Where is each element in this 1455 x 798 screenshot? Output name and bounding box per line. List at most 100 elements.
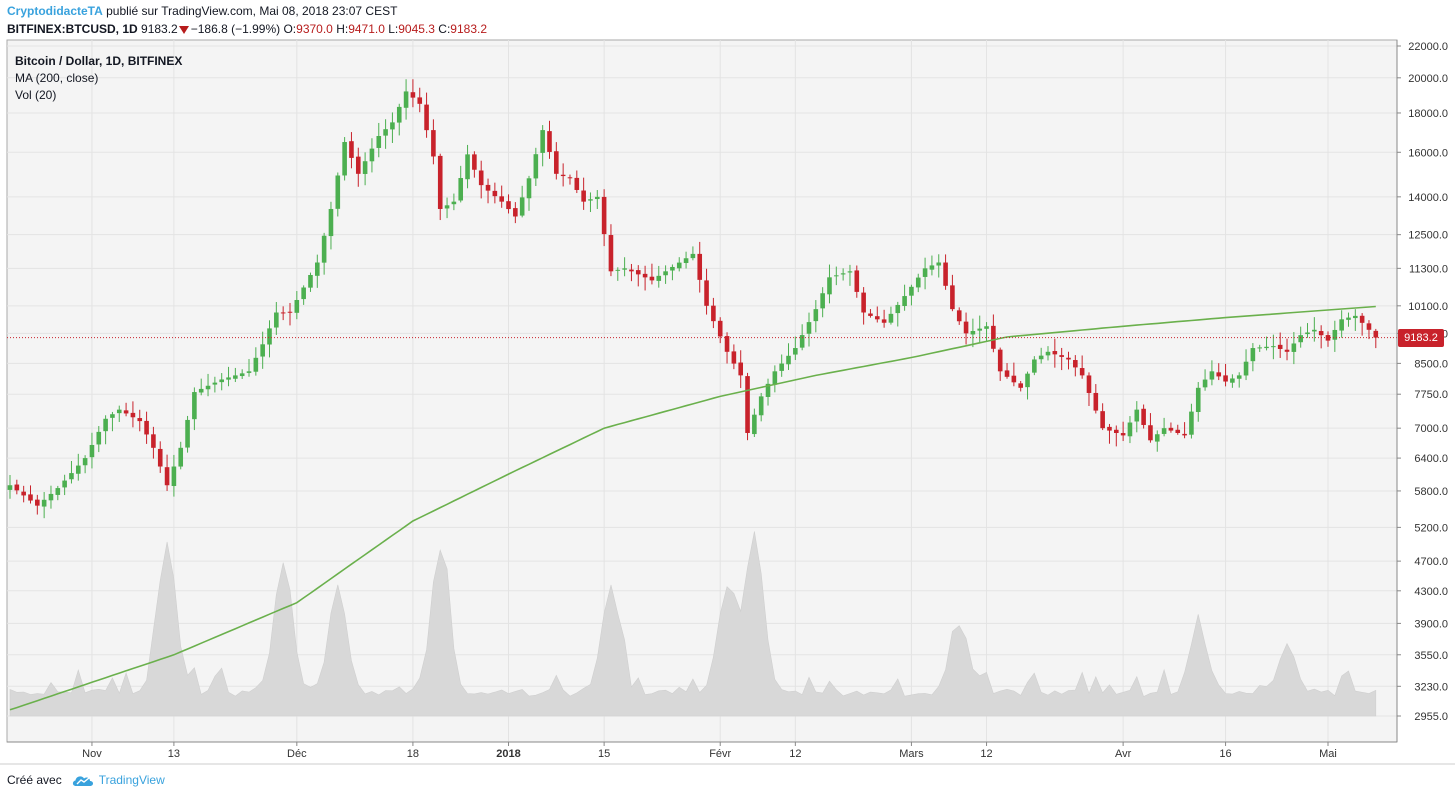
candle-body <box>110 414 115 418</box>
candle-body <box>260 344 265 357</box>
candle-body <box>574 177 580 190</box>
tradingview-brand-link[interactable]: TradingView <box>98 773 165 787</box>
price-tick-label: 7000.0 <box>1414 423 1448 435</box>
candle-body <box>280 312 286 314</box>
time-tick-label: Févr <box>709 748 731 760</box>
candle-body <box>724 336 730 352</box>
candle-body <box>1257 347 1263 349</box>
candle-body <box>1154 434 1160 442</box>
candle-body <box>1127 422 1133 437</box>
candle-body <box>144 420 149 435</box>
candle-body <box>963 321 969 334</box>
candle-body <box>116 409 122 414</box>
candle-body <box>615 269 621 271</box>
candle-body <box>1052 351 1058 355</box>
legend-vol[interactable]: Vol (20) <box>15 88 57 102</box>
candle-body <box>349 141 354 158</box>
candle-body <box>1373 330 1379 338</box>
price-tick-label: 12500.0 <box>1408 230 1448 242</box>
candle-body <box>1073 360 1078 368</box>
candle-body <box>437 155 443 209</box>
open-value: 9370.0 <box>296 22 333 36</box>
candle-body <box>1066 357 1071 360</box>
candle-body <box>581 190 586 202</box>
candle-body <box>335 175 341 209</box>
candle-body <box>1298 335 1303 343</box>
candle-body <box>1305 332 1310 335</box>
candle-body <box>970 330 976 335</box>
high-value: 9471.0 <box>348 22 385 36</box>
time-tick-label: Mai <box>1319 748 1337 760</box>
volume-shape <box>9 531 1377 717</box>
time-tick-label: 12 <box>980 748 992 760</box>
candle-body <box>840 273 846 275</box>
candle-body <box>1018 383 1023 388</box>
candle-body <box>246 371 252 373</box>
candle-body <box>915 277 921 288</box>
candle-body <box>424 104 429 131</box>
legend-ma[interactable]: MA (200, close) <box>15 71 99 85</box>
candle-body <box>48 493 54 501</box>
candle-body <box>779 363 784 371</box>
price-tick-label: 2955.0 <box>1414 711 1448 723</box>
price-tick-label: 3900.0 <box>1414 618 1448 630</box>
candle-body <box>1093 392 1099 411</box>
time-axis[interactable] <box>7 742 1397 764</box>
candle-body <box>1107 426 1112 431</box>
candle-body <box>267 328 272 345</box>
candle-body <box>642 273 648 278</box>
price-tick-label: 5800.0 <box>1414 486 1448 498</box>
candle-body <box>1291 343 1297 352</box>
candle-body <box>1209 371 1215 380</box>
volume-area <box>9 531 1377 717</box>
candle-body <box>1346 317 1351 320</box>
low-value: 9045.3 <box>398 22 435 36</box>
candle-body <box>506 201 511 210</box>
candle-body <box>103 418 108 432</box>
candle-body <box>827 277 832 295</box>
candle-body <box>478 170 484 186</box>
candle-body <box>540 130 545 153</box>
close-label: C: <box>438 22 451 36</box>
candle-body <box>834 275 839 277</box>
candle-body <box>690 253 696 259</box>
candle-body <box>772 371 778 385</box>
legend-title: Bitcoin / Dollar, 1D, BITFINEX <box>15 54 183 68</box>
candle-body <box>1011 375 1017 383</box>
candle-body <box>697 253 703 280</box>
chart-pane[interactable] <box>6 39 1398 743</box>
candle-body <box>881 319 887 323</box>
last-price-tag: 9183.2 <box>1398 328 1444 347</box>
price-tick-label: 20000.0 <box>1408 73 1448 85</box>
candle-body <box>683 258 689 264</box>
candle-body <box>629 269 634 272</box>
price-axis[interactable] <box>1397 40 1455 742</box>
candle-body <box>909 286 914 296</box>
candle-body <box>738 362 744 376</box>
candle-body <box>997 349 1003 372</box>
candle-body <box>1318 331 1324 336</box>
candle-body <box>431 130 436 157</box>
candle-body <box>936 262 942 266</box>
candle-body <box>1045 351 1051 356</box>
candle-body <box>758 396 764 416</box>
candle-body <box>1353 315 1358 319</box>
candle-body <box>315 262 320 276</box>
candle-body <box>383 129 388 136</box>
candle-body <box>635 270 641 275</box>
price-tick-label: 16000.0 <box>1408 147 1448 159</box>
candle-body <box>205 385 211 390</box>
candle-body <box>526 178 532 199</box>
candle-body <box>21 491 26 496</box>
candle-body <box>164 467 170 486</box>
candle-body <box>444 205 450 209</box>
price-tick-label: 11300.0 <box>1409 263 1448 275</box>
candle-body <box>1332 329 1338 340</box>
candle-body <box>670 266 675 271</box>
candle-body <box>1168 427 1174 431</box>
grid-lines <box>7 40 1397 742</box>
author-link[interactable]: CryptodidacteTA <box>7 4 103 18</box>
time-tick-label: 2018 <box>496 748 520 760</box>
candle-body <box>861 292 866 313</box>
